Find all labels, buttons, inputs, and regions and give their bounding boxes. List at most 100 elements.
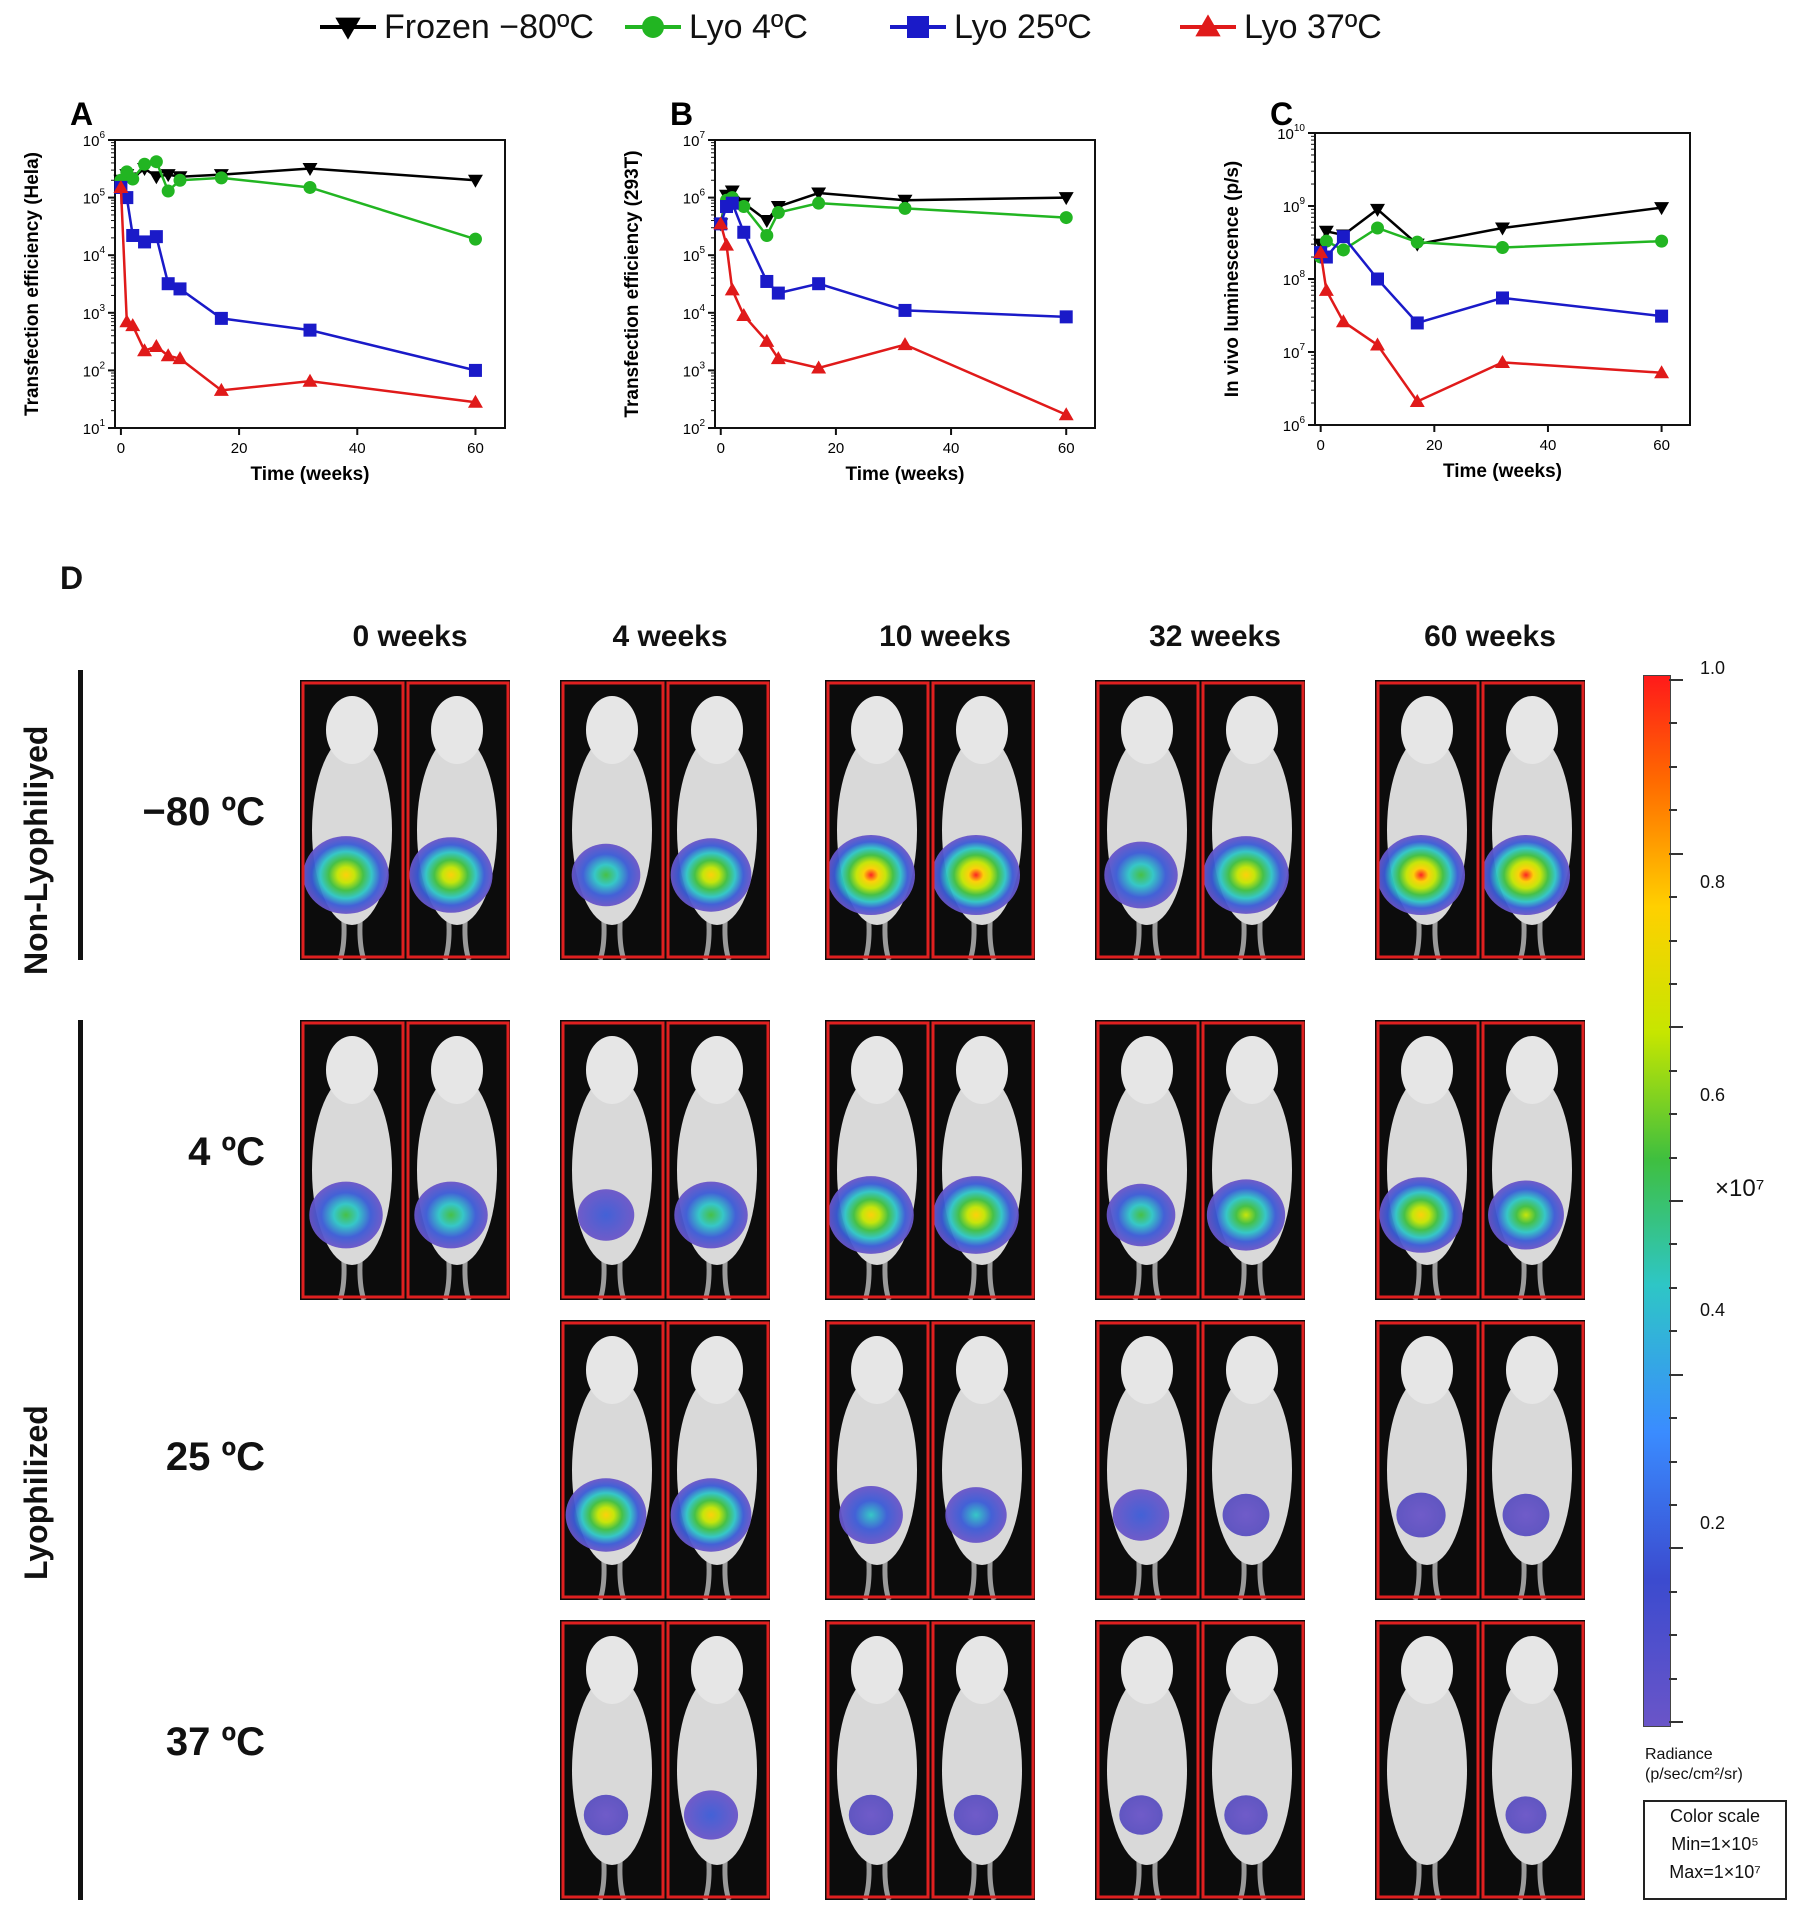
- roi-box-r0-c4-m0: [1376, 681, 1480, 959]
- data-point-a-3-8: [302, 373, 318, 387]
- row-label-minus80: −80 ºC: [142, 790, 265, 834]
- roi-box-r3-c2-m0: [826, 1621, 930, 1899]
- data-point-c-2-6: [1655, 309, 1669, 323]
- legend-label-2: Lyo 25ºC: [954, 8, 1092, 46]
- mouse-r3-c4-m1-head: [1506, 1636, 1558, 1704]
- colorbar-tick-mark: [1669, 1286, 1677, 1289]
- data-point-c-1-6: [1655, 234, 1669, 248]
- mouse-r3-c4-m0-head: [1401, 1636, 1453, 1704]
- data-point-a-2-1: [120, 191, 134, 205]
- signal-r0-c3-m0: [1104, 841, 1178, 909]
- mouse-r1-c1-m0-head: [586, 1036, 638, 1104]
- colorbar-tick-mark: [1669, 765, 1677, 768]
- data-point-a-3-9: [467, 394, 483, 408]
- x-tick-label-c-40: 40: [1540, 437, 1557, 454]
- roi-box-r0-c4-m1: [1481, 681, 1585, 959]
- roi-box-r3-c1-m1: [666, 1621, 770, 1899]
- week-header-60: 60 weeks: [1424, 620, 1556, 653]
- data-point-c-0-1: [1318, 225, 1334, 239]
- colorbar-tick-mark: [1669, 1243, 1677, 1246]
- signal-r0-c2-m1: [932, 835, 1020, 915]
- roi-box-r2-c2-m1: [931, 1321, 1035, 1599]
- data-point-b-2-3: [737, 225, 751, 239]
- panel-letter-c: C: [1270, 96, 1293, 132]
- signal-r2-c4-m0: [1396, 1492, 1446, 1538]
- mouse-r0-c4-m1-head: [1506, 696, 1558, 764]
- roi-box-r1-c4-m0: [1376, 1021, 1480, 1299]
- row-label-4c: 4 ºC: [188, 1130, 265, 1174]
- legend-label-1: Lyo 4ºC: [689, 8, 808, 46]
- panel-letter-b: B: [670, 96, 693, 132]
- signal-r1-c1-m1: [674, 1181, 748, 1249]
- colorbar-tick-mark: [1669, 809, 1677, 812]
- mouse-r0-c0-m1-head: [431, 696, 483, 764]
- data-point-a-2-8: [303, 323, 317, 337]
- signal-r1-c4-m1: [1488, 1180, 1564, 1250]
- x-axis-title-b: Time (weeks): [846, 464, 965, 485]
- week-header-32: 32 weeks: [1149, 620, 1281, 653]
- colorbar-tick-0-6: 0.6: [1700, 1085, 1726, 1105]
- data-point-a-2-4: [149, 230, 163, 244]
- signal-r3-c2-m1: [953, 1794, 999, 1836]
- signal-r2-c3-m0: [1112, 1489, 1170, 1541]
- y-tick-label-a-1: 101: [83, 418, 106, 438]
- mouse-image-r0-c0: [300, 680, 510, 960]
- chart-panel-a: A 0 20 40 60 101 102 103 104 105 106 Time (weeks) Tr…: [22, 96, 506, 485]
- data-point-a-0-4: [148, 171, 164, 185]
- signal-r1-c0-m1: [414, 1181, 488, 1249]
- data-point-a-1-7: [214, 171, 228, 185]
- roi-box-r2-c1-m1: [666, 1321, 770, 1599]
- legend-marker-1: [642, 16, 664, 38]
- x-tick-label-b-40: 40: [943, 440, 960, 457]
- week-header-10: 10 weeks: [879, 620, 1011, 653]
- colorbar-tick-0-2: 0.2: [1700, 1513, 1726, 1533]
- data-point-b-1-8: [1059, 211, 1073, 225]
- colorbar-tick-mark: [1669, 679, 1683, 681]
- mouse-image-r1-c0: [300, 1020, 510, 1300]
- data-point-c-3-1: [1318, 282, 1334, 296]
- roi-box-r2-c1-m0: [561, 1321, 665, 1599]
- data-point-a-0-9: [467, 174, 483, 188]
- mouse-r0-c2-m0-head: [851, 696, 903, 764]
- y-tick-label-c-8: 108: [1283, 269, 1306, 289]
- data-point-b-0-8: [1058, 192, 1074, 206]
- roi-box-r1-c0-m0: [301, 1021, 405, 1299]
- data-point-b-2-5: [771, 286, 785, 300]
- legend-label-3: Lyo 37ºC: [1244, 8, 1382, 46]
- mouse-r0-c2-m1-head: [956, 696, 1008, 764]
- panel-letter-d: D: [60, 560, 84, 596]
- signal-r2-c3-m1: [1222, 1493, 1270, 1537]
- data-point-b-2-6: [812, 277, 826, 291]
- y-axis-title-a: Transfection efficiency (Hela): [22, 152, 43, 416]
- mouse-r0-c4-m0-head: [1401, 696, 1453, 764]
- mouse-r2-c1-m1-head: [691, 1336, 743, 1404]
- mouse-r1-c0-m1-head: [431, 1036, 483, 1104]
- radiance-title: Radiance: [1645, 1746, 1713, 1763]
- data-point-a-3-5: [160, 348, 176, 362]
- mouse-r3-c2-m1-head: [956, 1636, 1008, 1704]
- data-point-b-2-2: [725, 196, 739, 210]
- colorbar-tick-mark: [1669, 1721, 1683, 1723]
- roi-box-r1-c1-m0: [561, 1021, 665, 1299]
- series-line-c-1: [1319, 226, 1662, 258]
- colorbar-tick-mark: [1669, 1156, 1677, 1159]
- data-point-c-2-5: [1496, 291, 1509, 305]
- y-tick-label-c-6: 106: [1283, 415, 1306, 435]
- mouse-image-r1-c3: [1095, 1020, 1305, 1300]
- colorbar-unit: ×10⁷: [1715, 1175, 1765, 1202]
- chart-panel-b: B 0 20 40 60 102 103 104 105 106 107 Time (weeks) Tr…: [622, 96, 1096, 485]
- mouse-image-r3-c2: [825, 1620, 1035, 1900]
- data-point-b-3-7: [897, 337, 913, 351]
- data-point-c-1-4: [1410, 235, 1424, 249]
- y-tick-label-c-10: 1010: [1277, 123, 1305, 143]
- signal-r3-c4-m1: [1505, 1796, 1547, 1834]
- data-point-b-0-4: [759, 214, 775, 228]
- data-point-a-1-2: [126, 172, 140, 186]
- colorbar-tick-mark: [1669, 1330, 1677, 1333]
- mouse-r1-c4-m1-head: [1506, 1036, 1558, 1104]
- data-point-a-1-3: [138, 157, 152, 171]
- legend-marker-2: [907, 16, 929, 38]
- x-tick-label-c-0: 0: [1317, 437, 1325, 454]
- week-header-0: 0 weeks: [352, 620, 468, 653]
- panel-letter-a: A: [70, 96, 93, 132]
